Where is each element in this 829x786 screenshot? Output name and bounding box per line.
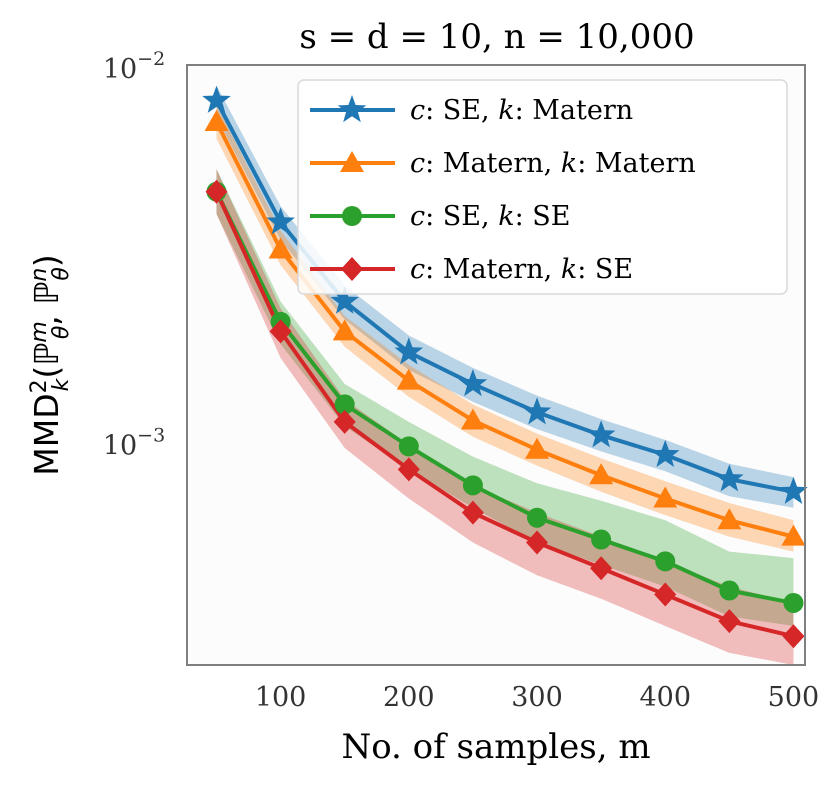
band-series-2 <box>216 104 794 552</box>
point-series-3-10 <box>783 592 804 613</box>
point-series-1-10 <box>779 476 808 504</box>
band-series-1 <box>216 85 794 508</box>
y-label-arg1-sup: m <box>27 321 52 342</box>
x-tick-label: 400 <box>639 682 691 713</box>
point-series-1-1 <box>202 85 231 113</box>
band-series-4 <box>216 168 794 665</box>
legend-box <box>297 79 788 295</box>
point-series-4-2 <box>269 319 292 344</box>
line-series-3 <box>214 190 794 605</box>
y-axis-label: MMD2k(ℙmθ, ℙnθ) <box>27 254 74 475</box>
y-label-arg2-sub: θ <box>49 267 74 281</box>
y-tick-label: 10−2 <box>103 48 165 85</box>
point-series-4-8 <box>654 582 677 607</box>
confidence-bands <box>216 85 794 665</box>
point-series-2-2 <box>268 237 293 259</box>
x-axis-label: No. of samples, m <box>341 727 650 767</box>
legend-item-1: c: SE, k: Matern <box>310 95 633 126</box>
y-label-close: ) <box>27 254 66 267</box>
y-axis-ticks: 10−3 10−2 <box>103 48 165 461</box>
point-series-1-7 <box>586 420 616 448</box>
point-series-4-5 <box>461 500 484 525</box>
point-series-2-1 <box>204 109 229 131</box>
legend-label: c: Matern, k: Matern <box>410 148 696 179</box>
point-series-4-6 <box>526 530 549 555</box>
y-axis-label-text: MMD2k(ℙmθ, ℙnθ) <box>27 254 74 475</box>
point-series-4-3 <box>333 409 356 434</box>
chart-title: s = d = 10, n = 10,000 <box>299 17 694 57</box>
y-label-sep: , ℙ <box>27 282 66 326</box>
point-series-4-1 <box>205 179 228 204</box>
point-series-3-3 <box>334 394 355 415</box>
legend-label: c: SE, k: Matern <box>410 95 633 126</box>
legend-item-3: c: SE, k: SE <box>310 201 570 232</box>
point-series-1-5 <box>458 368 488 397</box>
y-label-base: MMD <box>27 393 66 475</box>
line-series-4 <box>214 190 794 639</box>
point-series-4-9 <box>718 609 741 634</box>
point-series-2-6 <box>525 437 550 459</box>
point-series-3-6 <box>527 507 548 528</box>
point-series-2-7 <box>589 463 614 485</box>
x-tick-label: 300 <box>511 682 563 713</box>
point-series-2-10 <box>781 524 806 546</box>
point-series-1-6 <box>522 397 552 425</box>
legend-item-4: c: Matern, k: SE <box>310 254 633 285</box>
plot-frame <box>186 64 806 666</box>
legend-label: c: Matern, k: SE <box>410 254 633 285</box>
legend-marker-1 <box>337 95 367 123</box>
legend: c: SE, k: Matern c: Matern, k: Matern c: S… <box>297 79 788 295</box>
point-series-2-9 <box>717 508 742 530</box>
x-tick-label: 200 <box>383 682 435 713</box>
y-label-arg1-sub: θ <box>49 325 74 339</box>
x-tick-label: 100 <box>255 682 307 713</box>
point-series-1-4 <box>394 337 424 365</box>
legend-item-2: c: Matern, k: Matern <box>310 148 696 179</box>
point-series-3-4 <box>398 436 419 457</box>
legend-label: c: SE, k: SE <box>410 201 570 232</box>
point-series-2-8 <box>653 486 678 508</box>
legend-marker-3 <box>342 206 362 226</box>
point-series-1-2 <box>266 207 295 235</box>
legend-marker-2 <box>340 151 364 172</box>
series-markers <box>202 85 808 649</box>
point-series-3-7 <box>591 529 612 550</box>
point-series-1-3 <box>330 286 359 314</box>
point-series-2-3 <box>332 319 357 341</box>
y-label-sub: k <box>49 377 74 391</box>
point-series-3-9 <box>719 580 740 601</box>
y-label-arg2-sup: n <box>27 268 52 282</box>
point-series-2-4 <box>396 368 421 390</box>
point-series-1-8 <box>650 439 680 467</box>
point-series-1-9 <box>715 464 744 492</box>
point-series-2-5 <box>460 408 485 430</box>
point-series-4-4 <box>397 457 420 482</box>
point-series-4-10 <box>782 624 805 649</box>
y-label-args: (ℙ <box>27 343 66 379</box>
x-tick-label: 500 <box>768 682 820 713</box>
y-label-sup: 2 <box>27 379 52 393</box>
legend-marker-4 <box>341 257 363 281</box>
point-series-3-8 <box>655 551 676 572</box>
band-series-3 <box>216 168 794 627</box>
point-series-3-5 <box>462 475 483 496</box>
x-axis-ticks: 100 200 300 400 500 <box>255 682 819 713</box>
point-series-4-7 <box>590 556 613 581</box>
y-tick-label: 10−3 <box>103 425 165 462</box>
